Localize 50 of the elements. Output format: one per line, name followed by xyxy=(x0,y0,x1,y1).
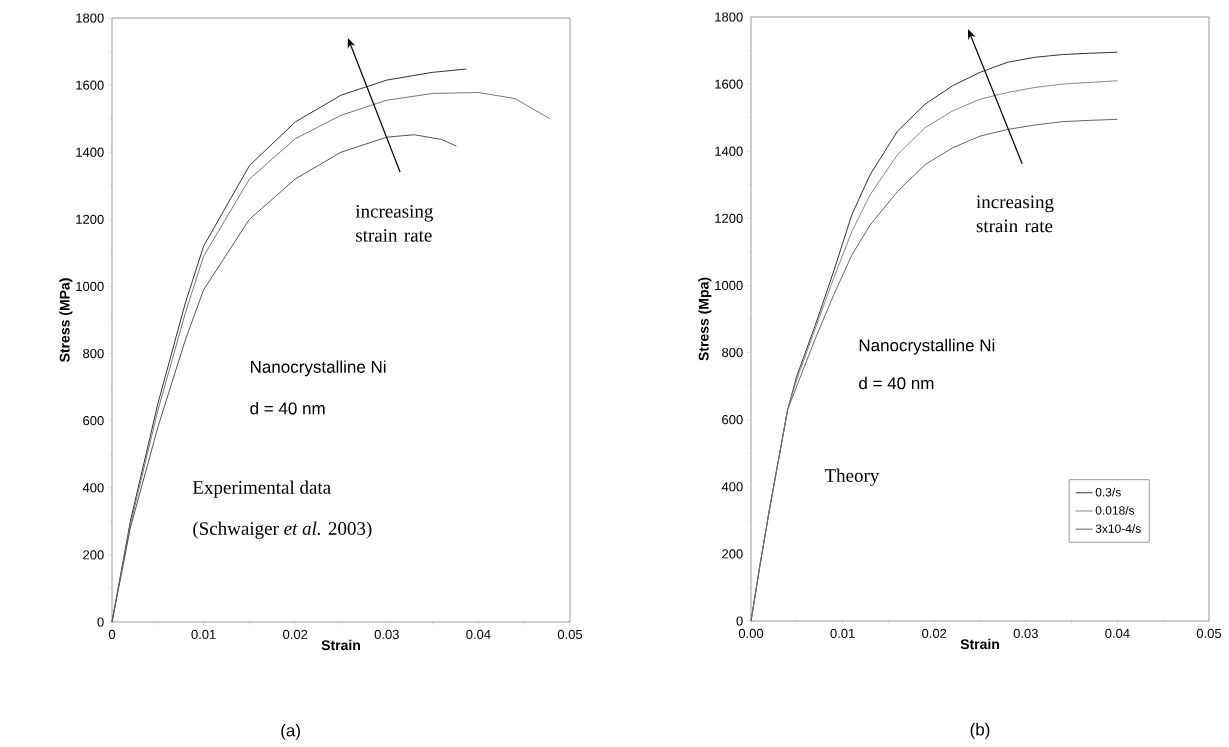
annotation: Nanocrystalline Ni xyxy=(859,338,995,355)
x-tick-label: 0 xyxy=(108,629,116,639)
y-tick-label: 1800 xyxy=(76,13,104,23)
x-axis-title: Strain xyxy=(960,638,999,650)
annotation: d = 40 nm xyxy=(859,376,934,390)
x-tick-label: 0.05 xyxy=(557,629,583,639)
y-tick-label: 200 xyxy=(83,550,104,560)
y-tick-label: 800 xyxy=(722,347,743,358)
x-tick-label: 0.02 xyxy=(283,629,308,639)
y-tick-label: 1800 xyxy=(715,12,743,22)
legend-label: 3x10-4/s xyxy=(1095,524,1141,533)
y-tick-label: 400 xyxy=(721,482,743,492)
text: (a) xyxy=(281,724,300,740)
y-axis-title: Stress (MPa) xyxy=(59,278,73,362)
y-tick-label: 1400 xyxy=(76,147,104,157)
annotation: Nanocrystalline Ni xyxy=(251,360,386,377)
annotation: increasing strain rate xyxy=(976,195,1054,233)
y-tick-label: 1600 xyxy=(76,80,104,90)
x-tick-label: 0.02 xyxy=(922,628,947,638)
annotation: d = 40 nm xyxy=(250,401,325,415)
y-tick-label: 1600 xyxy=(715,79,743,89)
y-tick-label: 1400 xyxy=(715,146,743,156)
x-tick-label: 0.01 xyxy=(830,628,855,638)
x-tick-label: 0.05 xyxy=(1196,628,1222,638)
y-tick-label: 600 xyxy=(722,415,743,425)
y-tick-label: 1200 xyxy=(76,214,104,224)
y-tick-label: 0 xyxy=(97,617,104,627)
y-tick-label: 1200 xyxy=(715,213,743,223)
y-axis-title: Stress (Mpa) xyxy=(698,277,712,361)
x-tick-label: 0.04 xyxy=(466,629,491,639)
legend-label: 0.018/s xyxy=(1095,505,1135,515)
x-axis-title: Strain xyxy=(321,639,360,651)
y-tick-label: 400 xyxy=(82,483,104,493)
y-tick-label: 800 xyxy=(83,348,104,359)
y-tick-label: 1000 xyxy=(715,280,743,291)
annotation: increasing strain rate xyxy=(355,204,433,242)
annotation: Theory xyxy=(824,468,880,486)
legend-label: 0.3/s xyxy=(1095,487,1121,497)
y-tick-label: 1000 xyxy=(76,281,104,292)
annotation: Experimental data xyxy=(192,480,331,498)
y-tick-label: 600 xyxy=(83,416,104,426)
text: (b) xyxy=(970,723,990,739)
annotation: (Schwaiger et al. 2003) xyxy=(193,521,372,539)
x-tick-label: 0.01 xyxy=(191,629,216,639)
x-tick-label: 0.00 xyxy=(738,628,764,638)
x-tick-label: 0.03 xyxy=(1013,628,1038,638)
y-tick-label: 200 xyxy=(722,549,743,559)
y-tick-label: 0 xyxy=(736,616,743,626)
x-tick-label: 0.03 xyxy=(374,629,399,639)
x-tick-label: 0.04 xyxy=(1105,628,1130,638)
